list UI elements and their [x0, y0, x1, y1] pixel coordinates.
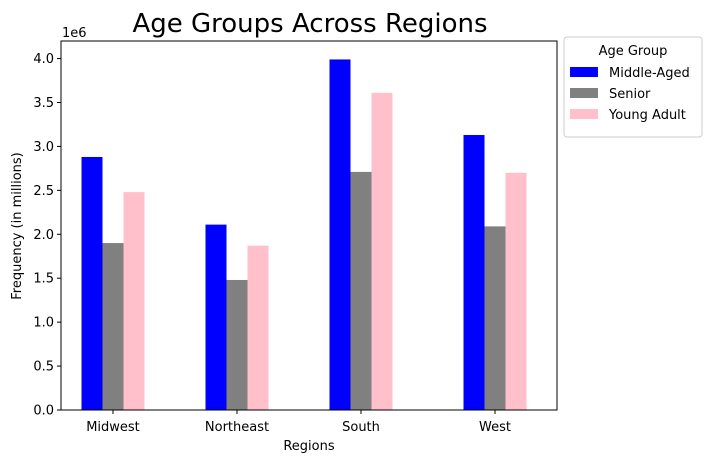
- bar-young-adult-south: [371, 92, 393, 410]
- y-offset-label: 1e6: [62, 26, 87, 41]
- y-tick-label: 0.5: [33, 360, 54, 375]
- legend-label: Senior: [609, 87, 651, 102]
- legend-swatch-young-adult: [570, 109, 598, 119]
- legend-swatch-senior: [570, 88, 598, 98]
- bar-young-adult-midwest: [123, 192, 145, 410]
- plot-frame: [60, 40, 558, 411]
- chart-title: Age Groups Across Regions: [132, 9, 487, 39]
- legend-frame: [563, 36, 703, 138]
- bar-young-adult-west: [505, 172, 527, 410]
- legend-title: Age Group: [599, 44, 668, 59]
- bar-middle-aged-northeast: [205, 224, 227, 410]
- x-axis: Midwest Northeast South West: [86, 410, 511, 435]
- legend-label: Middle-Aged: [609, 66, 690, 81]
- bar-senior-northeast: [226, 279, 248, 410]
- y-tick-label: 2.0: [33, 228, 54, 243]
- y-tick-label: 0.0: [33, 404, 54, 419]
- y-tick-label: 4.0: [33, 52, 54, 67]
- x-tick-label: Northeast: [205, 420, 269, 435]
- x-tick-label: Midwest: [86, 420, 140, 435]
- y-tick-label: 1.0: [33, 316, 54, 331]
- y-axis: 0.0 0.5 1.0 1.5 2.0 2.5 3.0 3.5 4.0: [33, 52, 61, 419]
- x-axis-label: Regions: [283, 439, 335, 454]
- y-tick-label: 3.5: [33, 96, 54, 111]
- bar-young-adult-northeast: [247, 245, 269, 410]
- bars: [81, 59, 527, 410]
- bar-senior-midwest: [102, 243, 124, 410]
- bar-senior-south: [350, 171, 372, 410]
- bar-senior-west: [484, 226, 506, 410]
- x-tick-label: South: [342, 420, 380, 435]
- x-tick-label: West: [479, 420, 511, 435]
- y-tick-label: 3.0: [33, 140, 54, 155]
- bar-middle-aged-midwest: [81, 156, 103, 410]
- y-tick-label: 2.5: [33, 184, 54, 199]
- y-tick-label: 1.5: [33, 272, 54, 287]
- y-axis-label: Frequency (in millions): [10, 152, 25, 300]
- bar-middle-aged-south: [329, 59, 351, 410]
- legend: Age Group Middle-Aged Senior Young Adult: [563, 36, 703, 138]
- legend-label: Young Adult: [608, 108, 686, 123]
- bar-middle-aged-west: [463, 135, 485, 410]
- legend-swatch-middle-aged: [570, 67, 598, 77]
